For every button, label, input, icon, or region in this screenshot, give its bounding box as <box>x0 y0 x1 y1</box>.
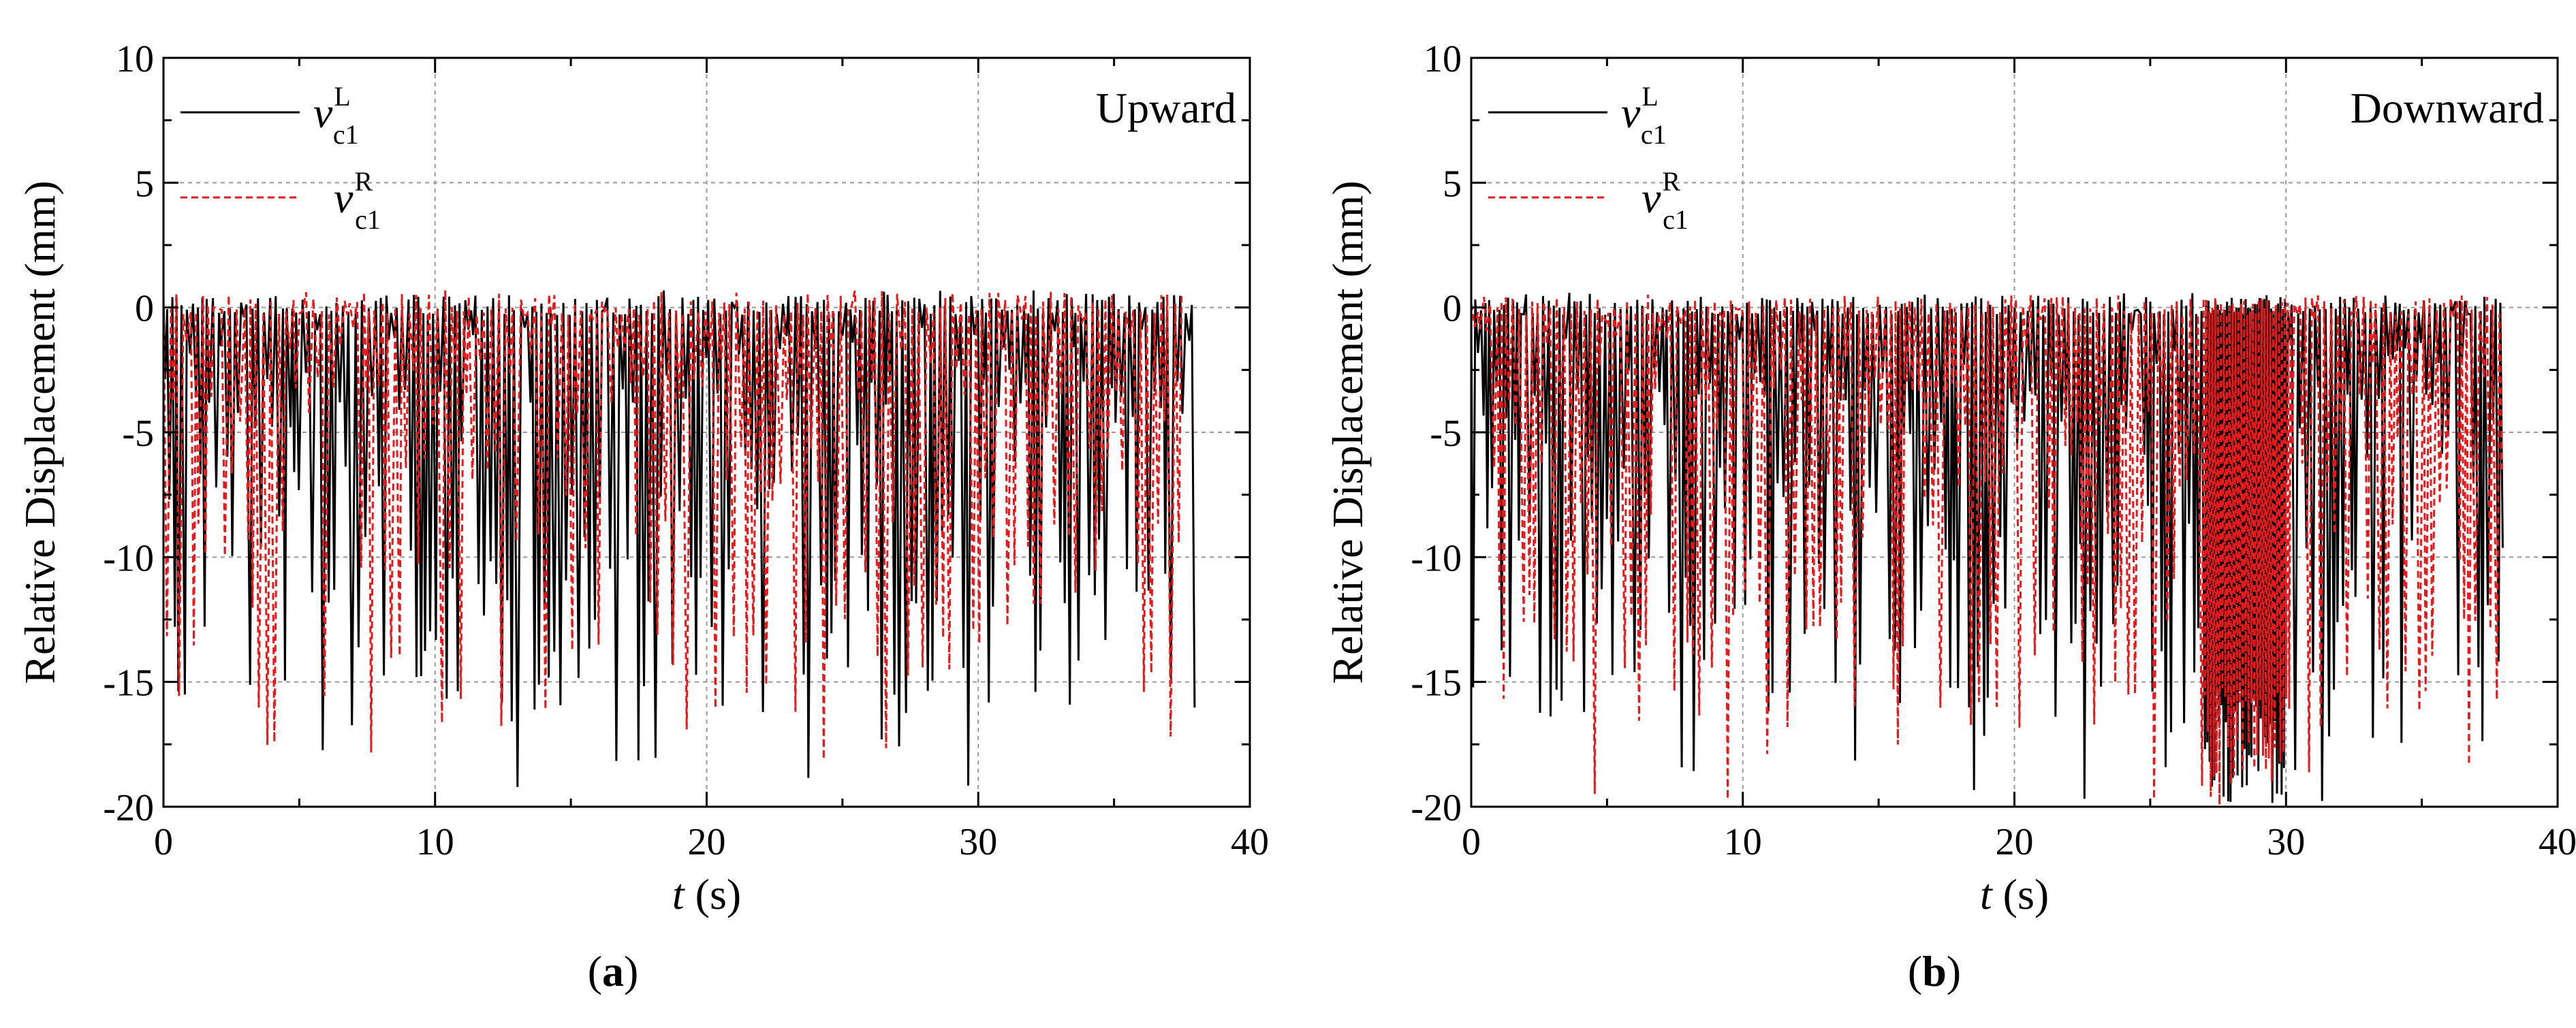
y-tick-label: -10 <box>103 537 154 579</box>
y-tick-label: 5 <box>1443 163 1462 205</box>
x-tick-label: 0 <box>1462 821 1481 863</box>
y-tick-label: 0 <box>1443 288 1462 330</box>
legend: vL c1 vR c1 <box>1488 81 1688 235</box>
legend-label: vR c1 <box>1642 166 1688 235</box>
x-tick-label: 0 <box>154 821 173 863</box>
y-tick-label: -5 <box>1430 413 1462 455</box>
y-tick-label: -20 <box>103 787 154 829</box>
x-axis-label: t (s) <box>1980 870 2049 918</box>
legend: vL c1 vR c1 <box>180 81 381 235</box>
y-tick-label: 0 <box>135 288 154 330</box>
panel-annotation: Upward <box>1096 84 1236 132</box>
x-tick-label: 10 <box>416 821 454 863</box>
y-tick-label: -10 <box>1411 537 1462 579</box>
series-line-R <box>1471 294 2503 805</box>
chart-panel-b: 0 10 20 30 40 -20 -15 -10 -5 0 5 10 t (s) Relative Di… <box>1323 38 2576 918</box>
x-tick-label: 30 <box>959 821 997 863</box>
x-tick-label: 20 <box>688 821 726 863</box>
x-tick-label: 20 <box>1996 821 2034 863</box>
y-axis-label: Relative Displacement (mm) <box>16 180 64 684</box>
y-tick-label: 10 <box>116 38 154 80</box>
panel-label-a: (a) <box>587 947 639 995</box>
panel-annotation: Downward <box>2351 84 2544 132</box>
chart-panel-a: 0 10 20 30 40 -20 -15 -10 -5 0 5 10 t (s) Relative Di… <box>16 38 1269 918</box>
y-tick-label: 5 <box>135 163 154 205</box>
y-tick-label: -5 <box>122 413 154 455</box>
x-tick-label: 10 <box>1724 821 1762 863</box>
x-axis-label: t (s) <box>672 870 741 918</box>
panel-label-b: (b) <box>1907 947 1962 995</box>
legend-label: vL c1 <box>1621 81 1667 150</box>
legend-label: vR c1 <box>334 166 381 235</box>
x-tick-label: 30 <box>2267 821 2305 863</box>
y-tick-label: -20 <box>1411 787 1462 829</box>
y-tick-label: -15 <box>1411 662 1462 705</box>
y-tick-label: -15 <box>103 662 154 705</box>
y-tick-label: 10 <box>1424 38 1462 80</box>
x-tick-label: 40 <box>1231 821 1269 863</box>
x-tick-label: 40 <box>2539 821 2576 863</box>
legend-label: vL c1 <box>313 81 359 150</box>
y-axis-label: Relative Displacement (mm) <box>1323 180 1372 684</box>
series-line-R <box>163 289 1183 760</box>
